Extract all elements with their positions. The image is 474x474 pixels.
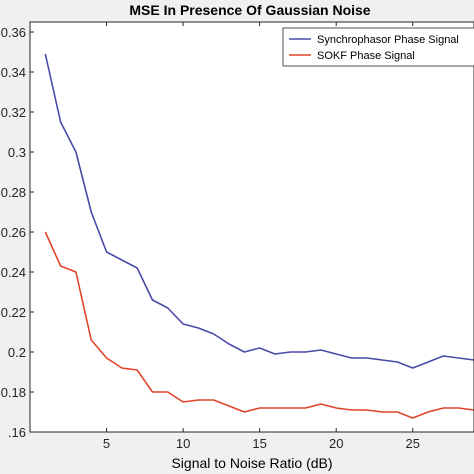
y-tick-label: 0.22: [1, 305, 26, 320]
y-tick-label: 0.26: [1, 225, 26, 240]
axes-layer: 5 10 15 20 25 .16 0.18 0.2 0.22 0.24 0.26 0.28 0.3 0.…: [1, 21, 474, 451]
y-tick-label: 0.32: [1, 105, 26, 120]
x-tick-label: 25: [406, 436, 420, 451]
series-line-2: [44, 231, 474, 419]
legend: Synchrophasor Phase Signal SOKF Phase Sig…: [282, 27, 474, 67]
y-tick-label: 0.34: [1, 65, 26, 80]
legend-label-1: Synchrophasor Phase Signal: [317, 34, 459, 46]
y-tick-label: 0.3: [8, 145, 26, 160]
x-tick-label: 15: [252, 436, 266, 451]
legend-box: [282, 27, 474, 67]
y-tick-label: 0.36: [1, 25, 26, 40]
y-tick-label: 0.2: [8, 345, 26, 360]
legend-label-2: SOKF Phase Signal: [317, 50, 415, 62]
series-line-1: [44, 53, 474, 369]
chart-title: MSE In Presence Of Gaussian Noise: [129, 2, 370, 18]
x-tick-label: 5: [103, 436, 110, 451]
x-axis-label: Signal to Noise Ratio (dB): [171, 455, 332, 471]
y-tick-label: 0.28: [1, 185, 26, 200]
series-layer: [44, 53, 474, 419]
y-tick-label: .16: [8, 425, 26, 440]
x-tick-label: 10: [176, 436, 190, 451]
axes-box: [29, 21, 474, 433]
x-tick-label: 20: [329, 436, 343, 451]
y-tick-label: 0.18: [1, 385, 26, 400]
y-tick-label: 0.24: [1, 265, 26, 280]
